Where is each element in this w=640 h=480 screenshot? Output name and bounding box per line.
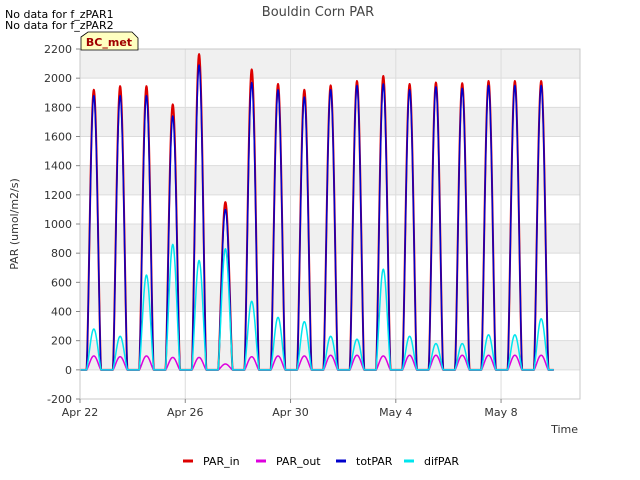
x-axis-label: Time xyxy=(550,423,578,436)
legend-label-PAR_in: PAR_in xyxy=(203,455,240,468)
y-tick-label: 1000 xyxy=(44,218,72,231)
y-tick-label: 200 xyxy=(51,335,72,348)
plot-band xyxy=(80,253,580,283)
y-axis-ticks: -200 0 200 400 600 800 1000 1200 1400 1600 1800 200… xyxy=(44,43,80,406)
no-data-note-2: No data for f_zPAR2 xyxy=(5,19,114,32)
x-tick-label: Apr 26 xyxy=(167,406,204,419)
y-tick-label: 0 xyxy=(65,364,72,377)
y-tick-label: -200 xyxy=(47,393,72,406)
y-tick-label: 1600 xyxy=(44,131,72,144)
no-data-note-1: No data for f_zPAR1 xyxy=(5,8,114,21)
plot-band xyxy=(80,49,580,79)
y-tick-label: 2000 xyxy=(44,72,72,85)
plot-band xyxy=(80,282,580,312)
bc-met-badge-label: BC_met xyxy=(86,36,132,49)
x-axis-ticks: Apr 22 Apr 26 Apr 30 May 4 May 8 xyxy=(62,399,518,419)
plot-band xyxy=(80,369,580,399)
legend-label-totPAR: totPAR xyxy=(356,455,393,468)
y-axis-label: PAR (umol/m2/s) xyxy=(8,178,21,270)
x-tick-label: Apr 30 xyxy=(272,406,309,419)
series-line-difPAR xyxy=(80,243,554,371)
y-tick-label: 1200 xyxy=(44,189,72,202)
y-tick-label: 1400 xyxy=(44,160,72,173)
x-tick-label: Apr 22 xyxy=(62,406,99,419)
legend-label-difPAR: difPAR xyxy=(424,455,459,468)
y-tick-label: 2200 xyxy=(44,43,72,56)
bc-met-badge: BC_met xyxy=(80,31,139,51)
chart-title: Bouldin Corn PAR xyxy=(262,5,374,20)
plot-band xyxy=(80,136,580,166)
y-tick-label: 1800 xyxy=(44,101,72,114)
plot-band xyxy=(80,224,580,254)
plot-band xyxy=(80,107,580,137)
x-tick-label: May 4 xyxy=(379,406,412,419)
plot-band xyxy=(80,194,580,224)
legend-label-PAR_out: PAR_out xyxy=(276,455,321,468)
plot-band xyxy=(80,165,580,195)
y-tick-label: 600 xyxy=(51,276,72,289)
y-tick-label: 400 xyxy=(51,306,72,319)
series-layer xyxy=(80,53,554,371)
legend: PAR_in PAR_out totPAR difPAR xyxy=(183,455,459,468)
y-tick-label: 800 xyxy=(51,247,72,260)
x-tick-label: May 8 xyxy=(484,406,517,419)
